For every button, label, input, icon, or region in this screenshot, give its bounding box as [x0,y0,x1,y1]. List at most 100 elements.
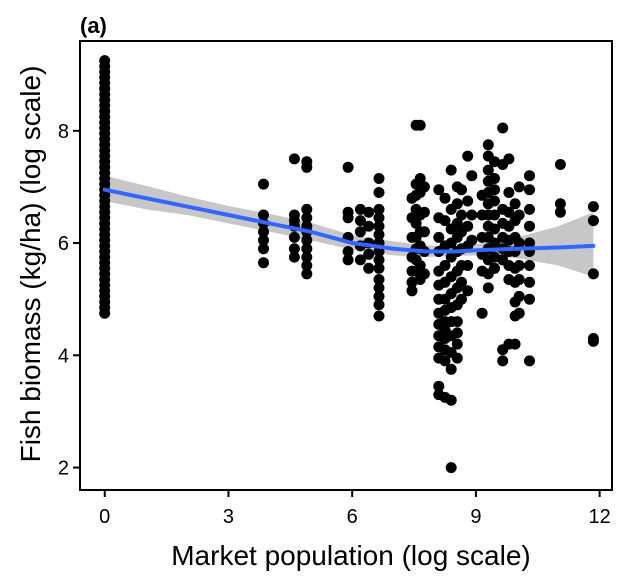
data-point [342,246,354,257]
data-point [524,276,535,288]
data-point [354,203,366,215]
data-point [489,262,500,274]
data-point [451,198,463,210]
data-point [524,184,535,196]
data-point [497,122,509,134]
data-point [373,212,385,224]
data-point [439,192,451,204]
data-point [373,187,385,198]
data-point [373,290,385,302]
data-point [439,215,451,227]
data-point [524,237,535,249]
data-point [451,217,463,229]
y-axis: 2 4 6 8 [58,121,80,480]
data-point [513,260,525,271]
data-point [513,237,525,249]
data-point [373,310,385,322]
data-point [524,260,535,271]
data-point [466,209,478,221]
data-point [373,229,385,241]
x-tick-label: 3 [223,506,234,528]
data-point [524,203,535,215]
data-point [503,206,515,218]
data-point [482,282,494,294]
data-point [445,164,457,176]
data-point [587,268,599,280]
data-point [482,164,494,176]
data-point [462,285,474,297]
data-point [301,251,313,263]
data-point [456,184,467,196]
data-point [513,290,525,302]
data-point [414,119,426,131]
data-point [524,293,535,305]
data-point [363,262,375,274]
data-point [342,161,354,173]
data-point [410,217,422,229]
data-point [288,243,300,255]
x-tick-label: 6 [347,506,358,528]
data-point [288,251,300,263]
data-point [445,363,457,375]
data-point [258,234,269,246]
data-point [363,220,375,232]
data-point [554,206,566,218]
data-point [301,243,313,255]
data-point [497,355,509,367]
data-point [509,338,521,350]
y-axis-label: Fish biomass (kg/ha) (log scale) [15,66,46,463]
data-point [554,159,566,170]
data-point [524,170,535,182]
data-point [451,338,463,350]
smooth-line-layer [102,187,596,254]
data-point [456,293,467,305]
data-point [258,209,269,221]
data-point [513,209,525,221]
data-point [445,462,457,474]
data-point [524,220,535,232]
data-point [354,215,366,227]
x-axis-label: Market population (log scale) [171,540,531,571]
data-point [482,139,494,151]
data-point [373,274,385,285]
data-point [373,282,385,294]
data-point [354,254,366,266]
data-point [418,181,430,193]
data-point [456,209,467,221]
data-point [476,307,488,319]
data-point [301,234,313,246]
data-point [418,206,430,218]
data-point [554,198,566,210]
y-tick-label: 4 [58,345,69,367]
data-point [418,226,430,238]
data-point [258,257,269,269]
data-point [439,355,451,367]
data-point [503,153,515,165]
data-point [342,212,354,224]
data-point [258,178,269,190]
x-tick-label: 9 [470,506,481,528]
data-point [513,181,525,193]
y-tick-label: 8 [58,121,69,143]
data-point [503,187,515,198]
panel-label: (a) [80,13,107,38]
data-point [301,161,313,173]
y-tick-label: 2 [58,458,69,480]
data-point [433,380,445,392]
data-point [451,316,463,328]
data-point [373,203,385,215]
data-point [489,237,500,249]
data-point [301,203,313,215]
data-point [363,206,375,218]
data-point [462,260,474,271]
data-point [258,243,269,255]
data-point [451,327,463,339]
points-layer [99,55,599,474]
data-point [301,268,313,280]
data-point [373,254,385,266]
data-point [354,226,366,238]
data-point [414,260,426,271]
data-point [451,352,463,364]
data-point [489,173,500,184]
